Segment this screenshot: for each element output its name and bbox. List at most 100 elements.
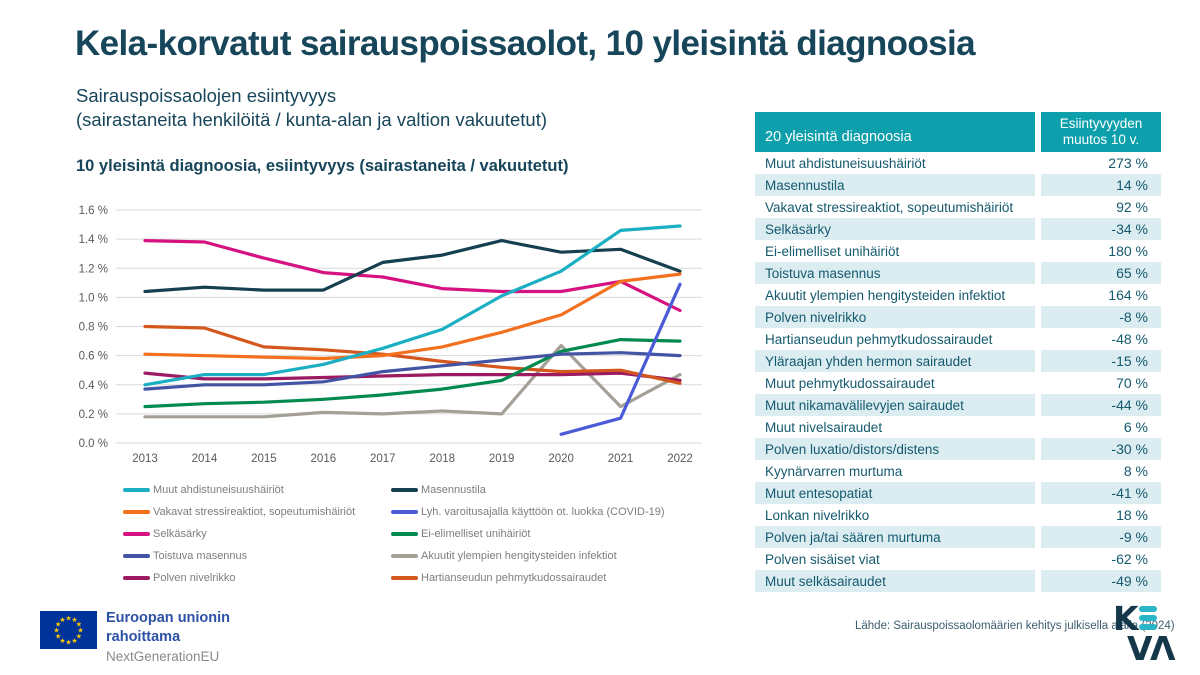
table-cell-change: 65 %: [1041, 262, 1161, 284]
table-row: Polven sisäiset viat -62 %: [755, 548, 1161, 570]
x-tick-label: 2017: [370, 453, 396, 465]
x-tick-label: 2018: [429, 453, 455, 465]
source-note: Lähde: Sairauspoissaolomäärien kehitys j…: [855, 620, 1175, 632]
legend-label: Hartianseudun pehmytkudossairaudet: [421, 572, 607, 584]
legend-label: Polven nivelrikko: [153, 572, 236, 584]
table-cell-diagnosis: Polven sisäiset viat: [765, 551, 880, 567]
legend-label: Akuutit ylempien hengitysteiden infektio…: [421, 550, 617, 562]
x-tick-label: 2019: [489, 453, 515, 465]
y-tick-label: 0.0 %: [79, 438, 108, 450]
legend-item: Muut ahdistuneisuushäiriöt: [123, 479, 391, 501]
chart-line: [143, 343, 682, 419]
table-cell-change: -30 %: [1041, 438, 1161, 460]
chart-line: [143, 224, 682, 387]
x-tick-label: 2016: [311, 453, 337, 465]
table-cell-diagnosis: Toistuva masennus: [755, 262, 1035, 284]
legend-item: Akuutit ylempien hengitysteiden infektio…: [391, 545, 665, 567]
table-row: Masennustila 14 %: [755, 174, 1161, 196]
table-row: Muut pehmytkudossairaudet 70 %: [755, 372, 1161, 394]
table-row: Muut nikamavälilevyjen sairaudet -44 %: [755, 394, 1161, 416]
eu-star-icon: ★: [71, 616, 77, 624]
table-cell-diagnosis: Muut ahdistuneisuushäiriöt: [765, 155, 926, 171]
table-row: Vakavat stressireaktiot, sopeutumishäiri…: [755, 196, 1161, 218]
table-cell-change: 6 %: [1123, 419, 1148, 435]
legend-column-right: Masennustila Lyh. varoitusajalla käyttöön…: [391, 479, 665, 589]
eu-funding-text: Euroopan unionin rahoittama NextGenerati…: [106, 609, 230, 664]
legend-swatch: [123, 488, 150, 492]
table-row: Toistuva masennus 65 %: [755, 262, 1161, 284]
table-cell-diagnosis: Muut nikamavälilevyjen sairaudet: [755, 394, 1035, 416]
table-cell-change: -44 %: [1041, 394, 1161, 416]
table-cell-change: 18 %: [1116, 507, 1148, 523]
table-cell-change: 70 %: [1116, 375, 1148, 391]
table-row: Lonkan nivelrikko 18 %: [755, 504, 1161, 526]
table-cell-change: -49 %: [1041, 570, 1161, 592]
table-cell-diagnosis: Masennustila: [755, 174, 1035, 196]
legend-item: Lyh. varoitusajalla käyttöön ot. luokka …: [391, 501, 665, 523]
legend-item: Vakavat stressireaktiot, sopeutumishäiri…: [123, 501, 391, 523]
table-cell-change: 273 %: [1108, 155, 1148, 171]
page-subtitle: Sairauspoissaolojen esiintyvyys (sairast…: [76, 84, 547, 132]
eu-star-icon: ★: [59, 637, 65, 645]
table-cell-diagnosis: Muut nivelsairaudet: [765, 419, 883, 435]
table-row: Polven luxatio/distors/distens -30 %: [755, 438, 1161, 460]
table-cell-diagnosis: Selkäsärky: [755, 218, 1035, 240]
legend-item: Toistuva masennus: [123, 545, 391, 567]
table-cell-change: -34 %: [1041, 218, 1161, 240]
chart-line: [143, 351, 682, 391]
table-row: Muut ahdistuneisuushäiriöt 273 %: [755, 152, 1161, 174]
table-cell-change: 8 %: [1123, 463, 1148, 479]
legend-swatch: [123, 510, 150, 514]
page-title: Kela-korvatut sairauspoissaolot, 10 ylei…: [75, 24, 976, 63]
table-cell-diagnosis: Ei-elimelliset unihäiriöt: [765, 243, 900, 259]
table-cell-change: 164 %: [1108, 287, 1148, 303]
y-tick-label: 0.6 %: [79, 351, 108, 363]
legend-label: Toistuva masennus: [153, 550, 248, 562]
table-cell-diagnosis: Lonkan nivelrikko: [765, 507, 870, 523]
legend-item: Hartianseudun pehmytkudossairaudet: [391, 567, 665, 589]
table-cell-change: -8 %: [1041, 306, 1161, 328]
svg-text:K: K: [1116, 602, 1140, 638]
y-tick-label: 1.4 %: [79, 234, 108, 246]
y-tick-label: 1.0 %: [79, 292, 108, 304]
legend-label: Lyh. varoitusajalla käyttöön ot. luokka …: [421, 506, 665, 518]
table-row: Ei-elimelliset unihäiriöt 180 %: [755, 240, 1161, 262]
table-header-change: Esiintyvyyden muutos 10 v.: [1041, 112, 1161, 152]
table-row: Muut selkäsairaudet -49 %: [755, 570, 1161, 592]
table-cell-change: -48 %: [1111, 331, 1148, 347]
table-header-diagnosis: 20 yleisintä diagnoosia: [755, 112, 1035, 152]
table-row: Muut nivelsairaudet 6 %: [755, 416, 1161, 438]
x-tick-label: 2013: [132, 453, 158, 465]
eu-star-icon: ★: [71, 637, 77, 645]
legend-swatch: [391, 488, 418, 492]
legend-item: Ei-elimelliset unihäiriöt: [391, 523, 665, 545]
x-tick-label: 2021: [608, 453, 634, 465]
y-tick-label: 1.2 %: [79, 263, 108, 275]
legend-swatch: [391, 510, 418, 514]
legend-item: Masennustila: [391, 479, 665, 501]
chart-line: [143, 371, 682, 382]
table-cell-change: -62 %: [1111, 551, 1148, 567]
eu-funding-line-2: rahoittama: [106, 629, 181, 645]
chart-line: [559, 282, 682, 436]
table-cell-change: 92 %: [1116, 199, 1148, 215]
table-row: Kyynärvarren murtuma 8 %: [755, 460, 1161, 482]
y-tick-label: 0.4 %: [79, 380, 108, 392]
table-cell-diagnosis: Polven nivelrikko: [755, 306, 1035, 328]
x-tick-label: 2020: [548, 453, 574, 465]
legend-swatch: [391, 532, 418, 536]
table-cell-diagnosis: Yläraajan yhden hermon sairaudet: [755, 350, 1035, 372]
eu-star-icon: ★: [55, 633, 61, 641]
svg-text:V: V: [1127, 629, 1153, 664]
legend-label: Masennustila: [421, 484, 486, 496]
table-cell-change: -9 %: [1041, 526, 1161, 548]
line-chart: 0.0 % 0.2 % 0.4 % 0.6 % 0.8 % 1.0 % 1.2 % 1.4 %…: [79, 205, 702, 465]
svg-text:Λ: Λ: [1150, 629, 1176, 664]
table-cell-diagnosis: Vakavat stressireaktiot, sopeutumishäiri…: [765, 199, 1014, 215]
diagnosis-table: 20 yleisintä diagnoosia Esiintyvyyden mu…: [755, 112, 1161, 592]
eu-star-icon: ★: [55, 621, 61, 629]
chart-line: [143, 338, 682, 409]
table-row: Polven ja/tai säären murtuma -9 %: [755, 526, 1161, 548]
chart-line: [143, 324, 682, 385]
subtitle-line-2: (sairastaneita henkilöitä / kunta-alan j…: [76, 109, 547, 130]
